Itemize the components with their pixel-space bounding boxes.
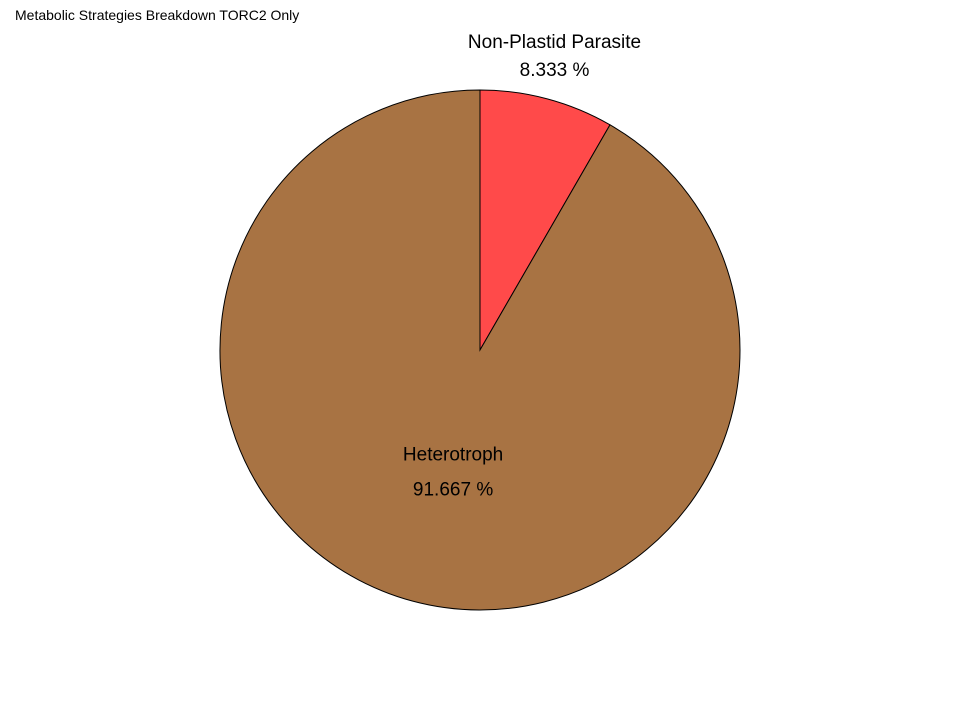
slice-label-heterotroph: Heterotroph [403, 444, 503, 465]
pie-slice-heterotroph [219, 89, 741, 611]
slice-label-non-plastid-parasite: Non-Plastid Parasite [468, 32, 641, 53]
slice-value-heterotroph: 91.667 % [413, 479, 493, 500]
chart-title: Metabolic Strategies Breakdown TORC2 Onl… [15, 7, 300, 23]
slice-value-non-plastid-parasite: 8.333 % [520, 60, 590, 81]
pie-slice-non-plastid-parasite [479, 89, 611, 352]
